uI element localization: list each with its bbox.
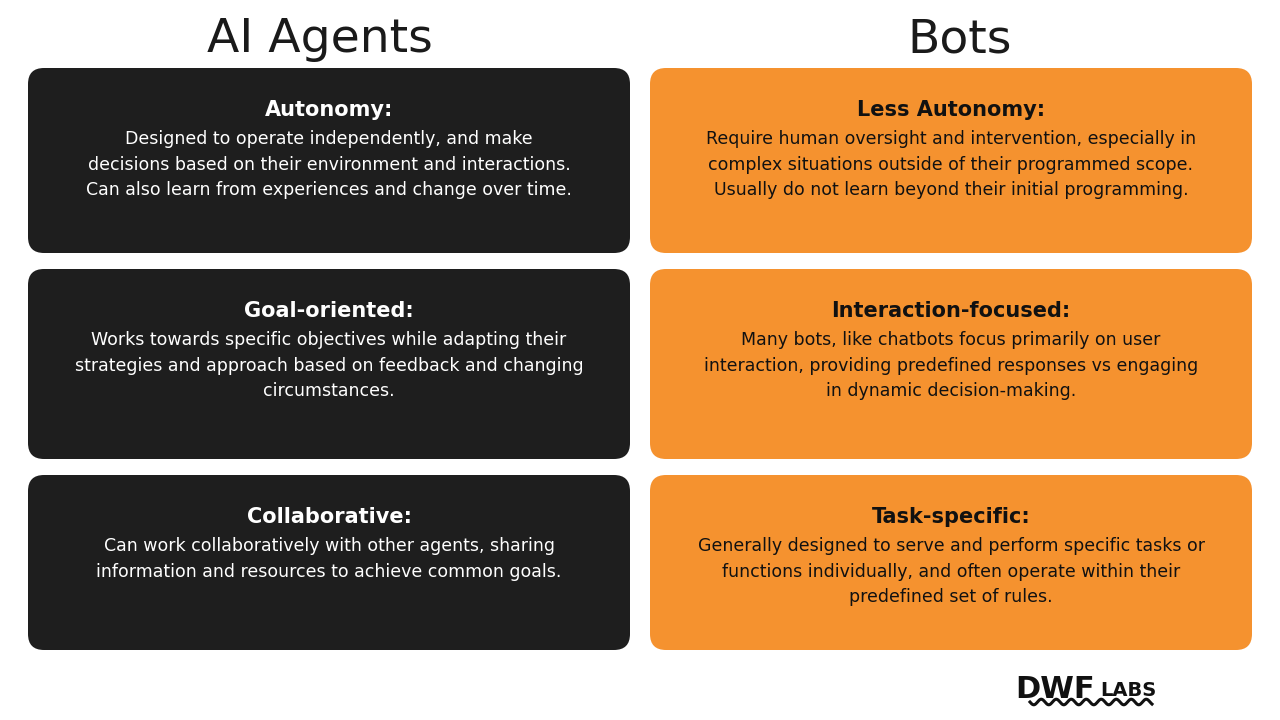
Text: Collaborative:: Collaborative: [247, 507, 411, 527]
Text: Generally designed to serve and perform specific tasks or
functions individually: Generally designed to serve and perform … [698, 537, 1204, 606]
FancyBboxPatch shape [650, 269, 1252, 459]
Text: Require human oversight and intervention, especially in
complex situations outsi: Require human oversight and intervention… [707, 130, 1196, 199]
Text: Less Autonomy:: Less Autonomy: [856, 100, 1044, 120]
Text: Many bots, like chatbots focus primarily on user
interaction, providing predefin: Many bots, like chatbots focus primarily… [704, 331, 1198, 400]
Text: DWF: DWF [1015, 675, 1094, 704]
Text: Can work collaboratively with other agents, sharing
information and resources to: Can work collaboratively with other agen… [96, 537, 562, 581]
Text: Task-specific:: Task-specific: [872, 507, 1030, 527]
Text: Goal-oriented:: Goal-oriented: [244, 301, 413, 321]
Text: Interaction-focused:: Interaction-focused: [832, 301, 1070, 321]
Text: Works towards specific objectives while adapting their
strategies and approach b: Works towards specific objectives while … [74, 331, 584, 400]
Text: AI Agents: AI Agents [207, 17, 433, 63]
FancyBboxPatch shape [28, 269, 630, 459]
FancyBboxPatch shape [650, 475, 1252, 650]
FancyBboxPatch shape [28, 475, 630, 650]
Text: Autonomy:: Autonomy: [265, 100, 393, 120]
FancyBboxPatch shape [650, 68, 1252, 253]
Text: LABS: LABS [1100, 680, 1156, 700]
Text: Designed to operate independently, and make
decisions based on their environment: Designed to operate independently, and m… [86, 130, 572, 199]
Text: Bots: Bots [908, 17, 1012, 63]
FancyBboxPatch shape [28, 68, 630, 253]
